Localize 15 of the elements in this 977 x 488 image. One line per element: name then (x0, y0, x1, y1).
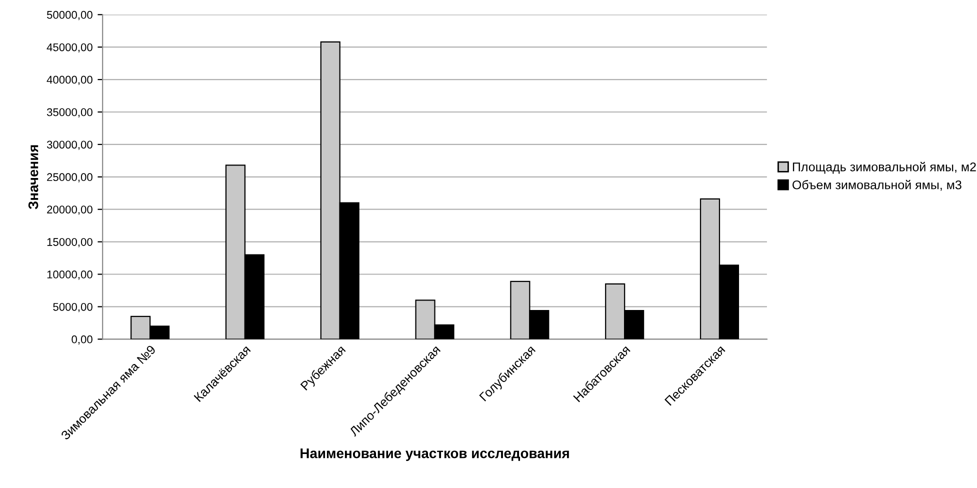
y-tick-label: 35000,00 (46, 108, 92, 118)
y-tick-label: 5000,00 (53, 302, 92, 312)
y-tick-label: 40000,00 (46, 76, 92, 85)
y-tick-label: 15000,00 (47, 238, 92, 248)
y-tick-label: 25000,00 (47, 173, 92, 182)
y-tick-label: 0,00 (72, 335, 92, 345)
y-axis-title: Значения (28, 145, 38, 210)
y-tick-label: 30000,00 (46, 140, 92, 150)
legend-label: Площадь зимовальной ямы, м2 (792, 162, 976, 174)
legend-label: Объем зимовальной ямы, м3 (792, 180, 962, 191)
y-tick-label: 10000,00 (47, 270, 92, 280)
y-tick-label: 20000,00 (47, 206, 92, 215)
y-tick-label: 45000,00 (46, 43, 92, 53)
y-tick-label: 50000,00 (46, 10, 92, 20)
x-axis-title: Наименование участков исследования (300, 448, 569, 461)
